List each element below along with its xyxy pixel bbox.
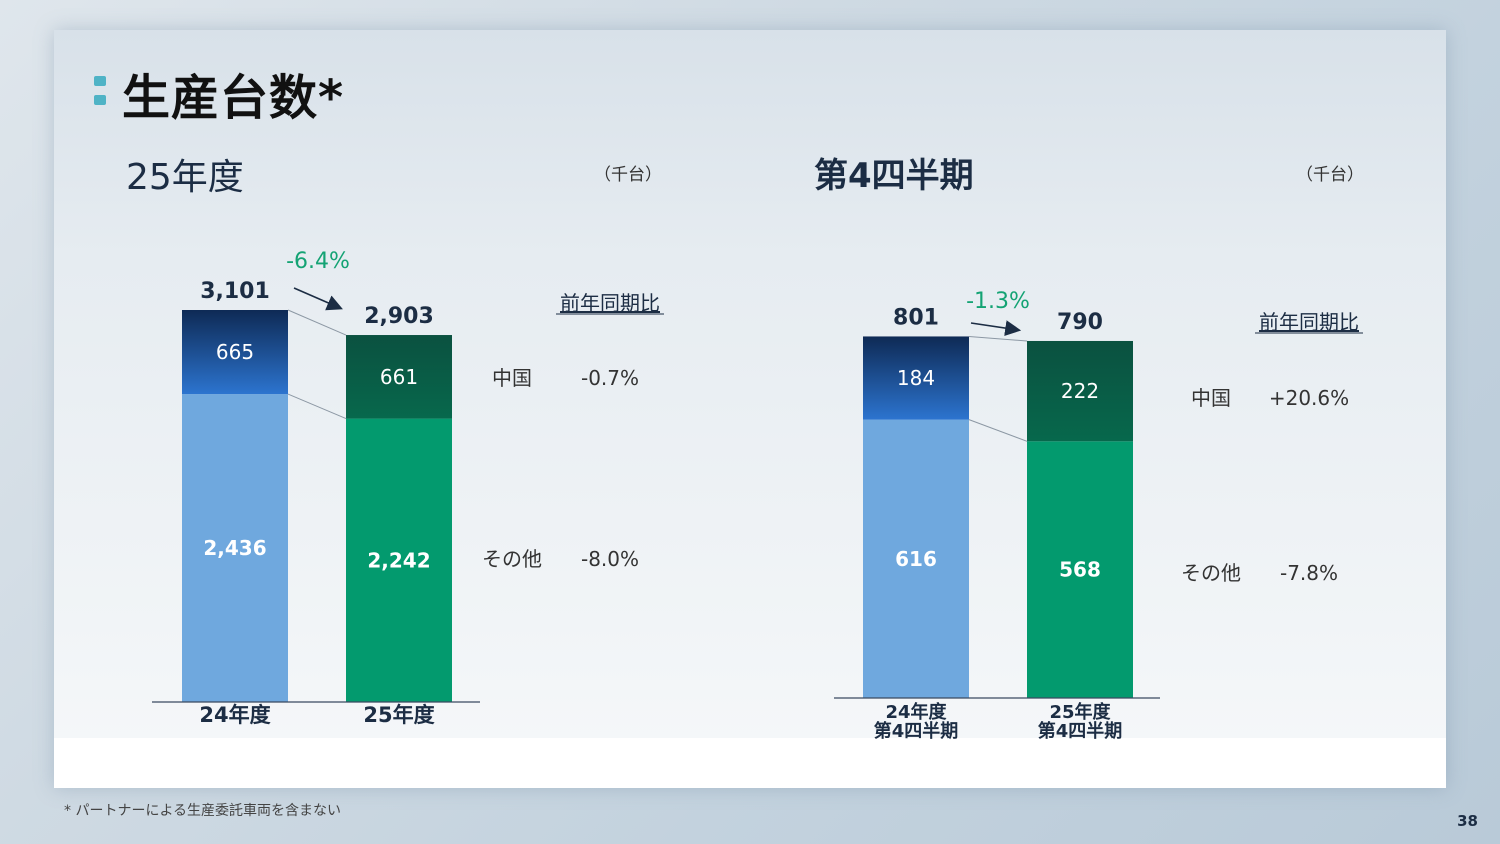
yoy-value-1-0: +20.6% xyxy=(1269,386,1349,410)
bar-china-1-1 xyxy=(1027,340,1133,442)
connector-top-1 xyxy=(968,335,1028,342)
bar-china-1-0 xyxy=(863,336,969,420)
page-number: 38 xyxy=(1457,812,1478,830)
label-total-1-0: 801 xyxy=(893,305,939,330)
label-total-0-0: 3,101 xyxy=(200,279,270,304)
connector-mid-1 xyxy=(968,419,1028,442)
connector-mid-0 xyxy=(287,393,347,420)
label-china-0-1: 661 xyxy=(380,365,418,389)
growth-label-1: -1.3% xyxy=(966,289,1030,314)
bar-other-1-0 xyxy=(863,419,969,698)
yoy-segment-1-1: その他 xyxy=(1181,561,1241,585)
connector-top-0 xyxy=(287,309,347,336)
label-other-0-1: 2,242 xyxy=(367,548,430,572)
yoy-value-0-1: -8.0% xyxy=(581,547,639,571)
label-other-1-1: 568 xyxy=(1059,558,1101,582)
label-other-1-0: 616 xyxy=(895,547,937,571)
title-marker-bottom xyxy=(94,95,106,105)
bar-other-0-0 xyxy=(182,394,288,702)
growth-label-0: -6.4% xyxy=(286,249,350,274)
category-label-1-1-0: 25年度 xyxy=(1049,701,1111,723)
yoy-segment-1-0: 中国 xyxy=(1191,386,1231,410)
quarter-section-title: 第4四半期 xyxy=(814,156,974,196)
bar-other-1-1 xyxy=(1027,441,1133,698)
footnote: * パートナーによる生産委託車両を含まない xyxy=(64,803,342,819)
bar-other-0-1 xyxy=(346,418,452,702)
yoy-header-0: 前年同期比 xyxy=(560,291,660,315)
label-china-0-0: 665 xyxy=(216,340,254,364)
yoy-value-1-1: -7.8% xyxy=(1280,561,1338,585)
growth-arrow-0 xyxy=(293,287,343,311)
label-china-1-1: 222 xyxy=(1061,379,1099,403)
annual-unit-label: （千台） xyxy=(594,165,662,185)
label-china-1-0: 184 xyxy=(897,366,935,390)
yoy-segment-0-0: 中国 xyxy=(492,366,532,390)
category-label-1-1-1: 第4四半期 xyxy=(1038,720,1123,742)
quarter-unit-label: （千台） xyxy=(1296,165,1364,185)
label-other-0-0: 2,436 xyxy=(203,536,266,560)
category-label-0-0-0: 24年度 xyxy=(199,703,270,727)
label-total-1-1: 790 xyxy=(1057,310,1103,335)
yoy-segment-0-1: その他 xyxy=(482,547,542,571)
bar-china-0-0 xyxy=(182,310,288,395)
growth-arrow-1 xyxy=(970,320,1022,337)
yoy-header-1: 前年同期比 xyxy=(1259,310,1359,334)
title-marker-top xyxy=(94,76,106,86)
annual-section-title: 25年度 xyxy=(126,157,244,198)
yoy-value-0-0: -0.7% xyxy=(581,366,639,390)
label-total-0-1: 2,903 xyxy=(364,304,434,329)
category-label-0-1-0: 25年度 xyxy=(363,703,434,727)
card-bottom-band xyxy=(54,738,1446,788)
category-label-1-0-0: 24年度 xyxy=(885,701,947,723)
category-label-1-0-1: 第4四半期 xyxy=(874,720,959,742)
page-title: 生産台数* xyxy=(122,70,345,126)
bar-china-0-1 xyxy=(346,335,452,419)
